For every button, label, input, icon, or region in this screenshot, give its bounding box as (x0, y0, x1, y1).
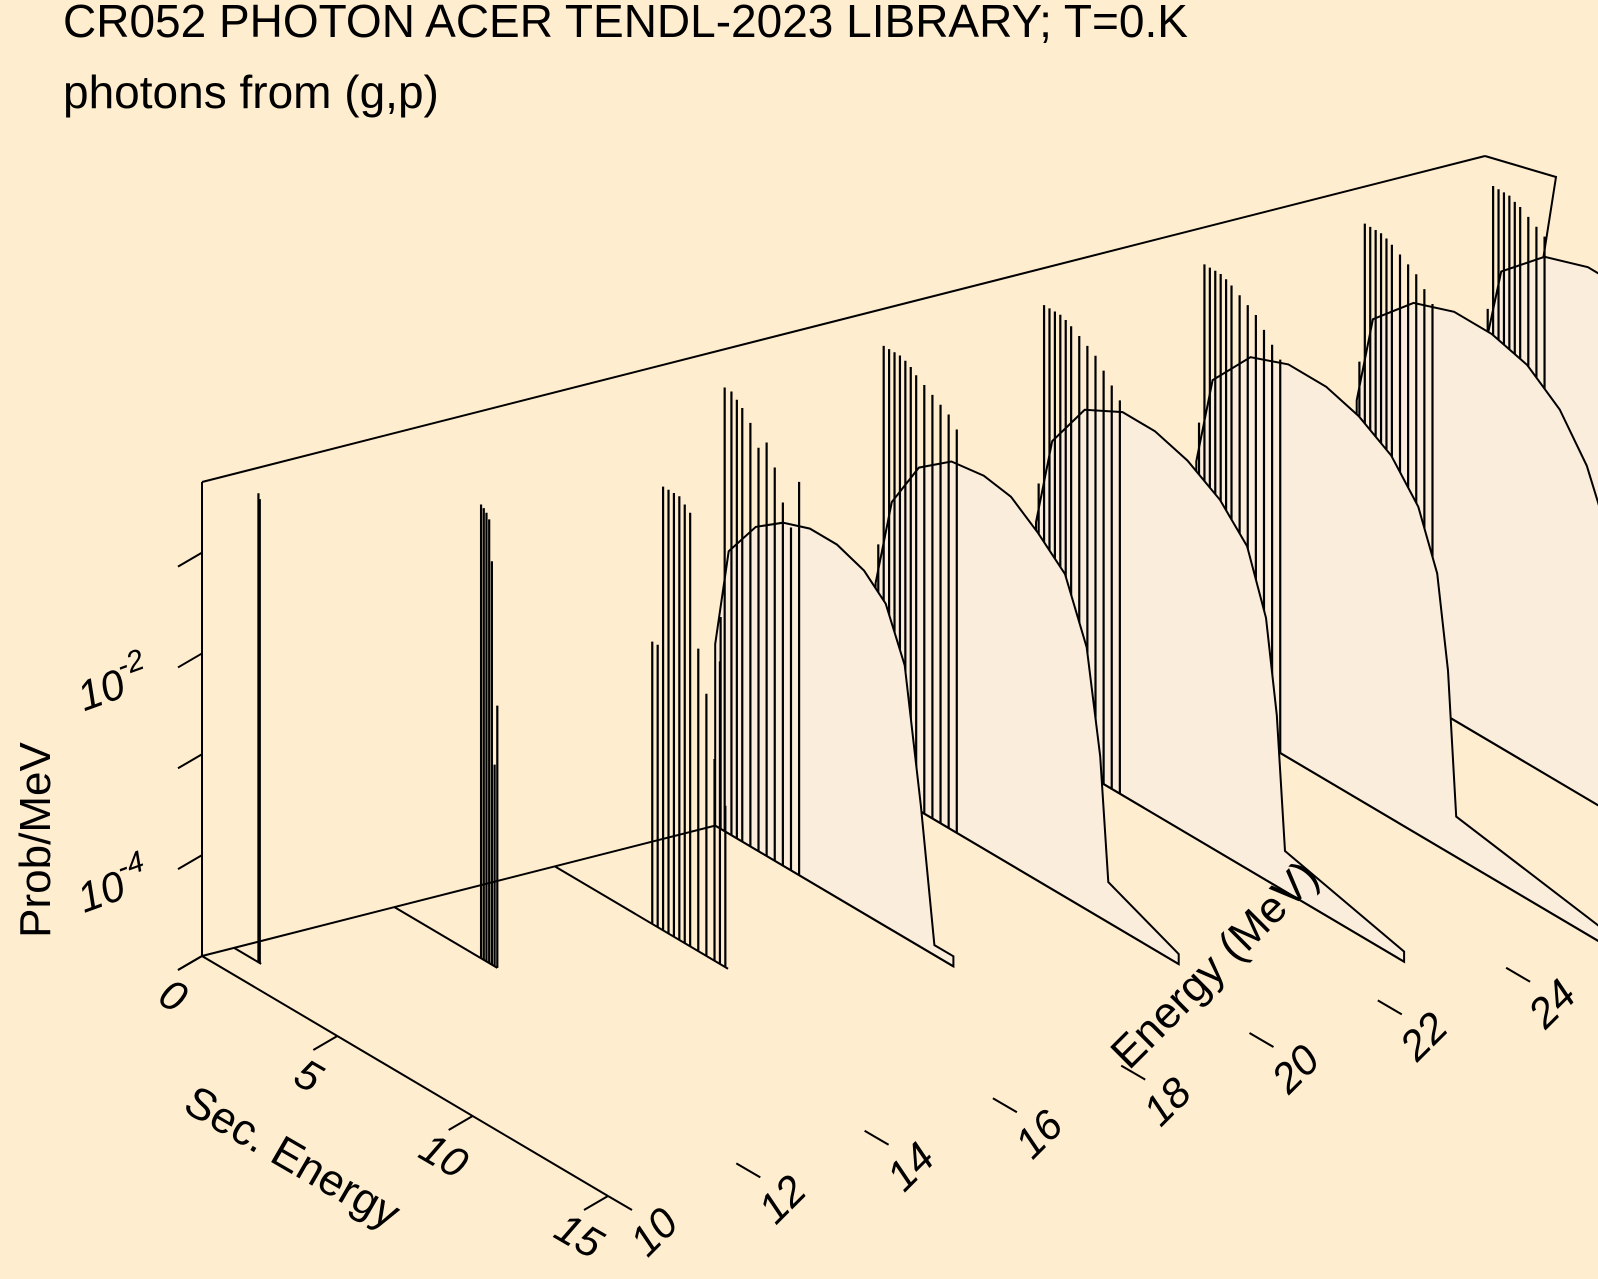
y-tick-12 (735, 1162, 761, 1179)
spectrum-baseline (233, 946, 262, 965)
x-tick-15 (583, 1195, 609, 1211)
y-tick-24 (1505, 966, 1531, 983)
spectrum-baseline (554, 865, 729, 970)
y-tick-16 (992, 1097, 1018, 1114)
z-tick (177, 955, 203, 971)
z-tick (177, 753, 203, 770)
y-tick-22 (1377, 999, 1403, 1016)
continuum-curve (1035, 408, 1406, 964)
x-tick-5 (312, 1035, 338, 1051)
x-tick-10 (448, 1115, 474, 1131)
spectrum-baseline (714, 824, 954, 968)
spectrum-E13 (393, 504, 499, 969)
y-tick-10 (607, 1195, 633, 1211)
chart-title: CR052 PHOTON ACER TENDL-2023 LIBRARY; T=… (63, 0, 1188, 47)
z-tick (177, 854, 203, 871)
z-axis-title: Prob/MeV (11, 742, 60, 938)
x-axis-title: Sec. Energy (176, 1076, 408, 1238)
y-tick-14 (864, 1129, 890, 1146)
z-tick (177, 652, 203, 669)
x-tick-label: 10 (412, 1123, 477, 1187)
z-tick-label: 10-4 (68, 845, 156, 922)
axis-ticks (177, 551, 1531, 1211)
x-tick-label: 15 (547, 1203, 612, 1267)
chart-subtitle: photons from (g,p) (63, 66, 439, 118)
x-tick-label: 5 (287, 1049, 331, 1102)
x-tick-label: 0 (151, 969, 195, 1022)
spectrum-E18 (714, 387, 955, 969)
y-tick-18 (1120, 1064, 1146, 1081)
spectrum-E10.5 (233, 493, 262, 965)
z-tick (177, 551, 203, 568)
spectrum-E15.5 (554, 486, 729, 970)
spectra (233, 186, 1598, 970)
z-tick-label: 10-2 (68, 643, 156, 720)
y-tick-20 (1248, 1032, 1275, 1048)
spectrum-baseline (875, 783, 1180, 965)
frame-front-edges (201, 482, 609, 1197)
frame-top-edge (201, 155, 1486, 483)
